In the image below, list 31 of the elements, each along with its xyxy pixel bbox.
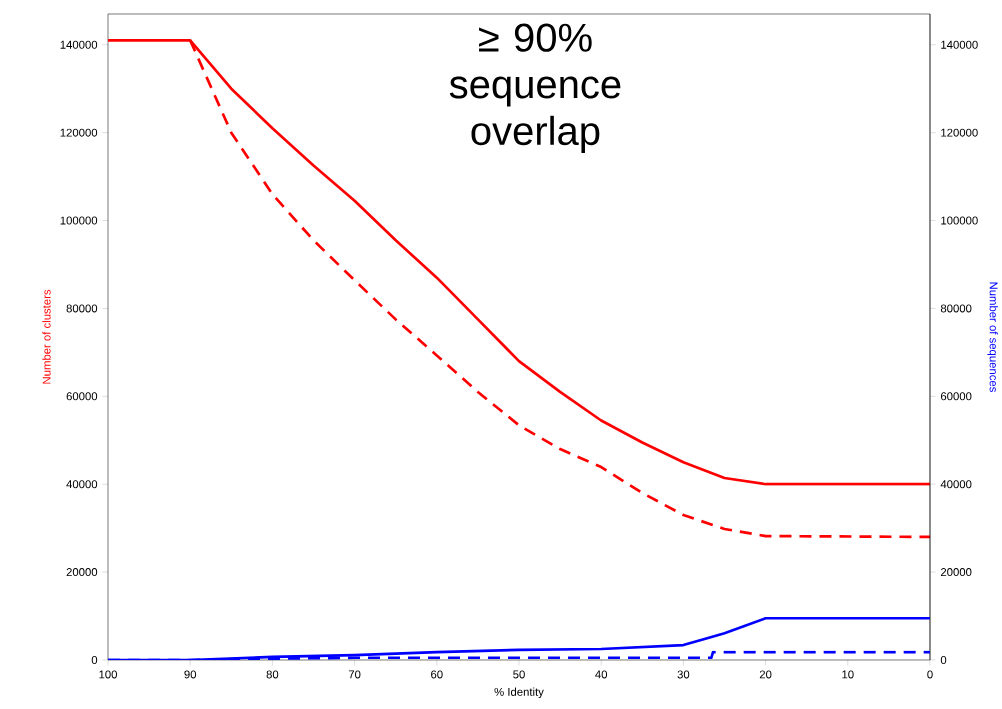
y2-tick-label: 60000 [940,392,972,401]
x-tick-label: 90 [184,670,197,679]
y2-tick-label: 20000 [940,568,972,577]
y2-axis-title: Number of sequences [987,282,998,392]
y-tick-label: 20000 [66,568,98,577]
x-tick-label: 40 [595,670,608,679]
x-tick-label: 30 [677,670,690,679]
x-tick-label: 60 [431,670,443,679]
y-tick-label: 40000 [66,480,98,489]
x-tick-label: 100 [99,670,117,679]
x-axis-title: % Identity [494,687,544,699]
y2-tick-label: 40000 [940,480,972,489]
x-tick-label: 10 [842,670,854,679]
annotation: ≥ 90% sequence overlap [449,23,621,154]
x-tick-label: 70 [348,670,361,679]
x-tick-label: 20 [759,670,772,679]
y-tick-label: 60000 [66,392,98,401]
y2-tick-label: 140000 [941,40,978,49]
x-tick-label: 80 [266,670,279,679]
y-tick-label: 0 [91,655,98,664]
x-tick-label: 0 [927,670,933,679]
y-tick-label: 100000 [60,216,98,225]
y2-tick-label: 120000 [941,128,978,137]
y2-tick-label: 100000 [941,216,978,225]
y-tick-label: 80000 [66,304,98,313]
y2-tick-label: 80000 [940,304,972,313]
y-tick-label: 120000 [60,128,98,137]
x-tick-label: 50 [513,670,525,679]
y-tick-label: 140000 [60,40,98,49]
y2-tick-label: 0 [940,655,947,664]
y-axis-title: Number of clusters [42,289,51,384]
